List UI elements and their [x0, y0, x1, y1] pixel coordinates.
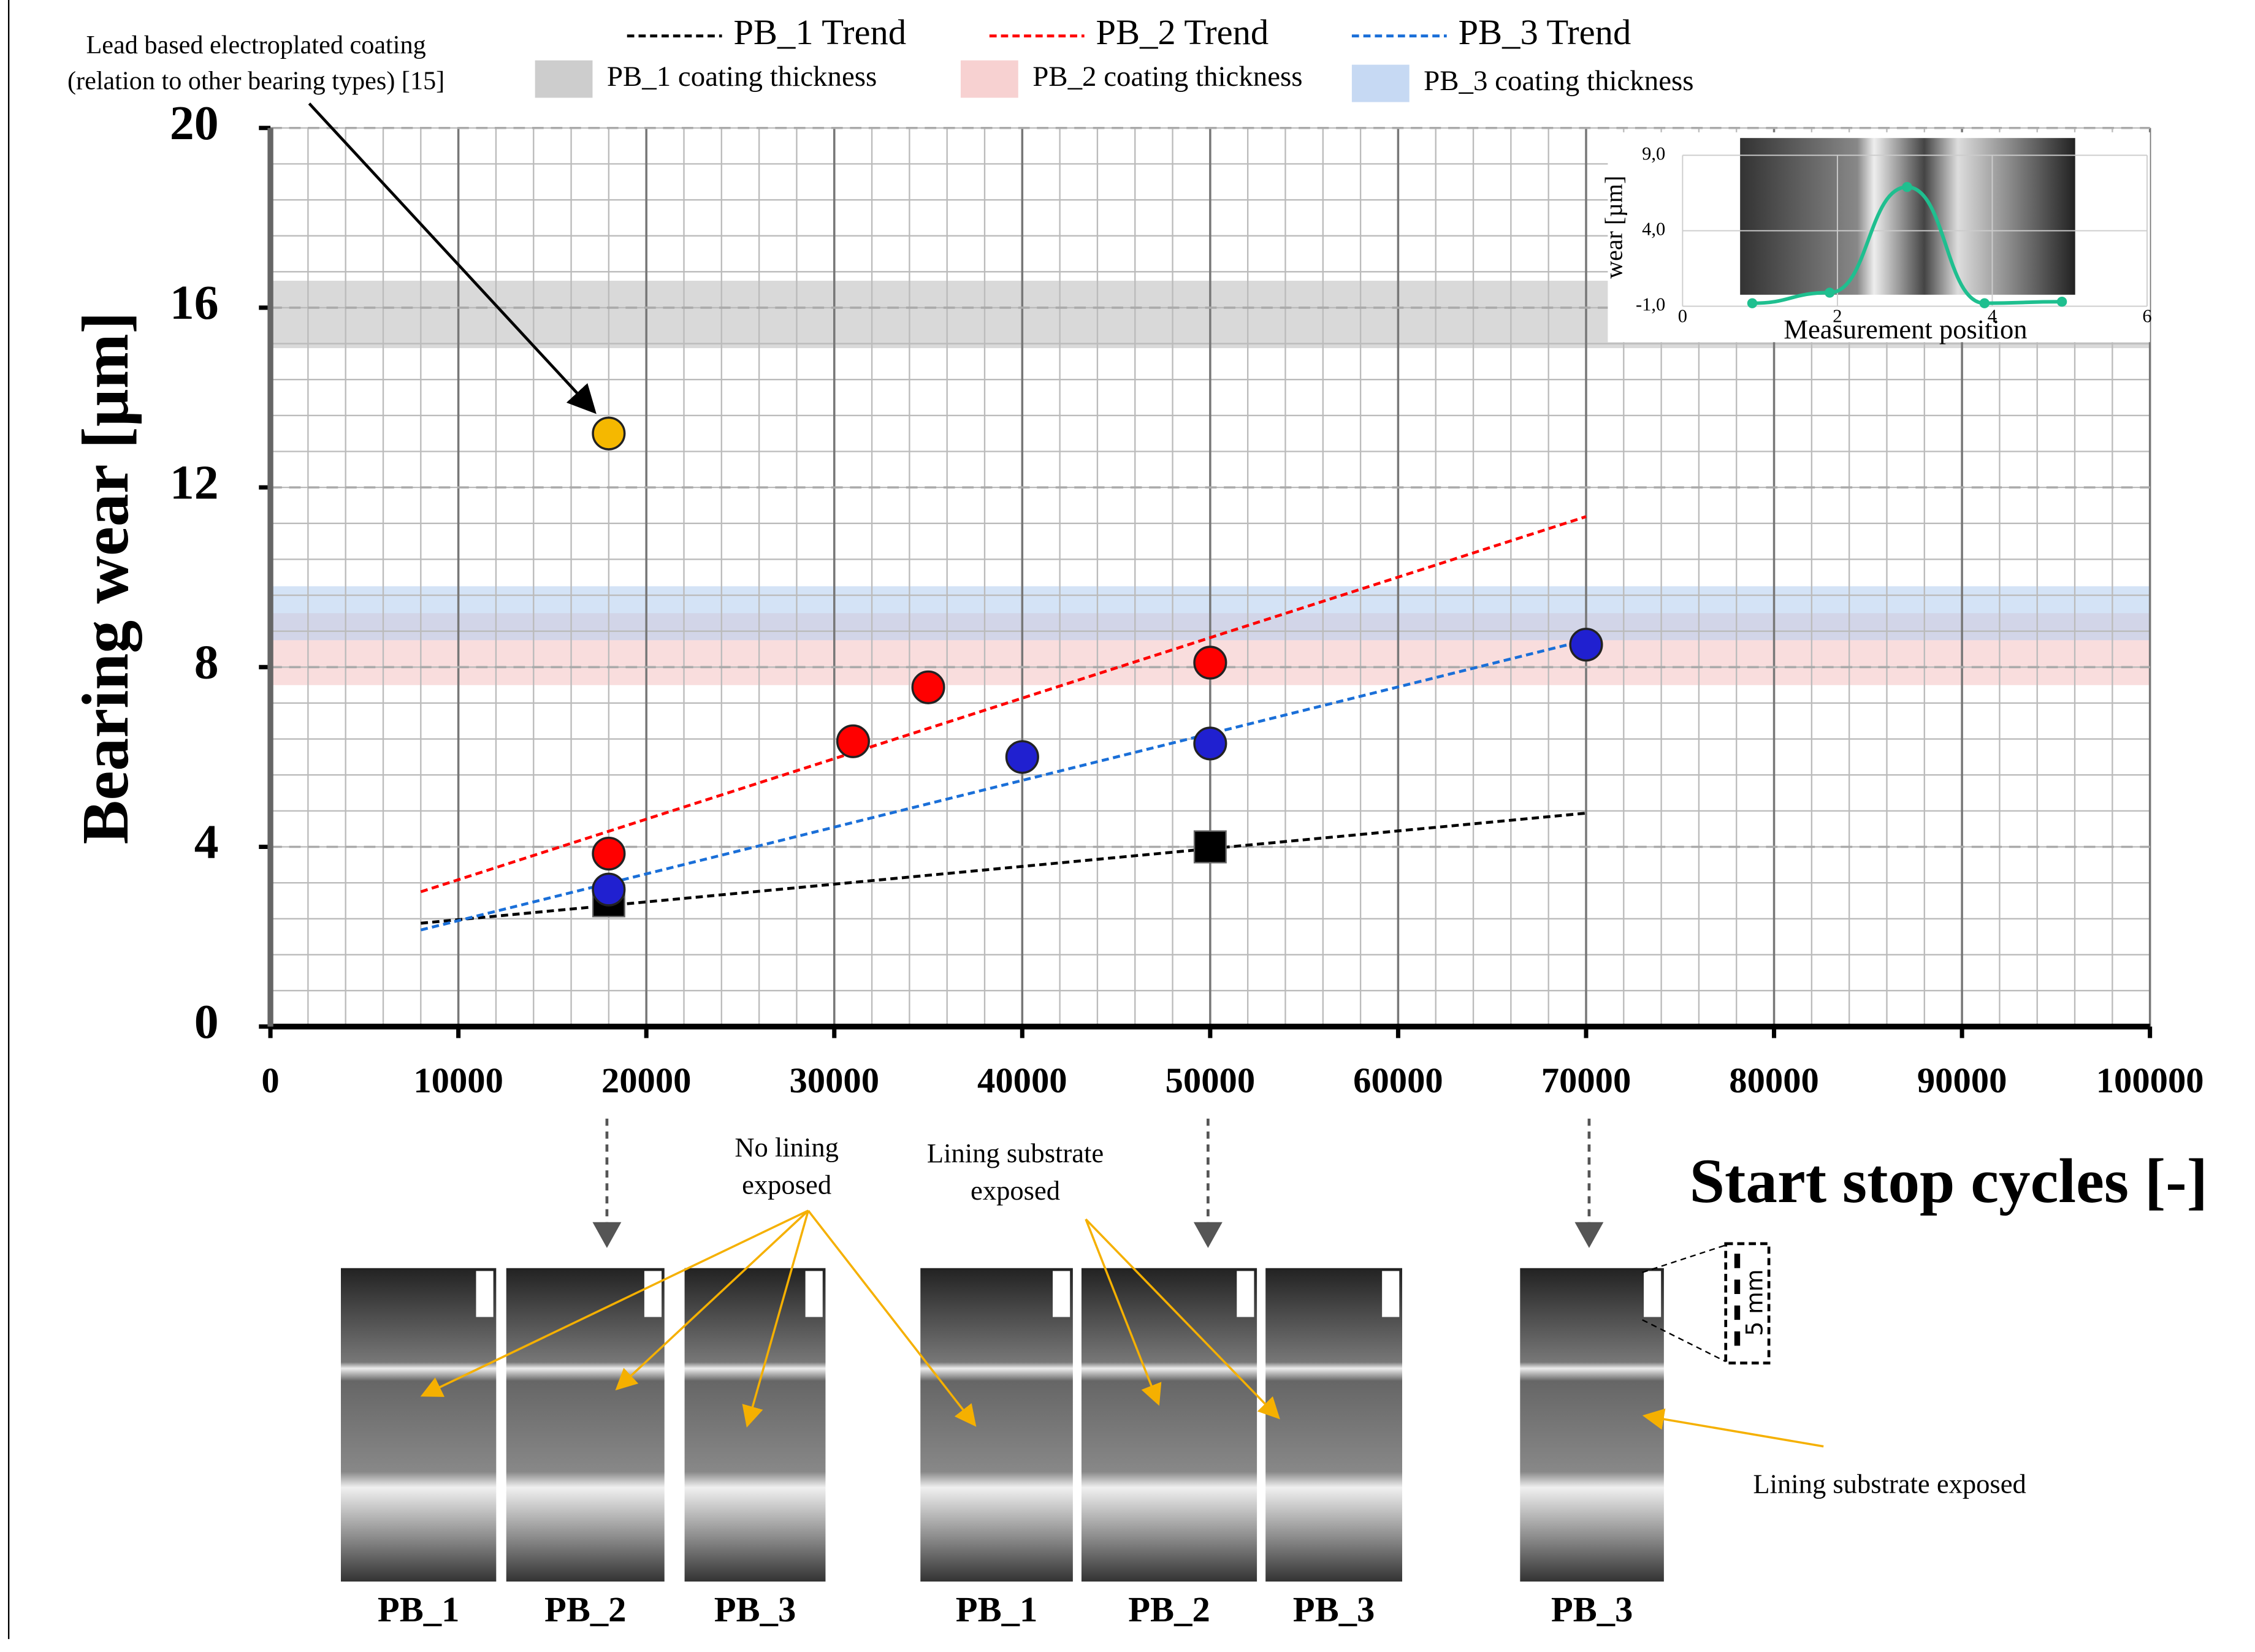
- photos: PB_1 PB_2 PB_3 PB_1 PB_2 PB_3 PB_3: [341, 1268, 1664, 1629]
- y-tick-label: 16: [170, 276, 219, 330]
- photo-scale-box: [476, 1271, 494, 1317]
- inset-x-tick-label: 0: [1678, 305, 1687, 326]
- photo: [920, 1268, 1073, 1582]
- legend-label: PB_3 coating thickness: [1424, 65, 1693, 97]
- pointer-arrows: [605, 1118, 1591, 1230]
- inset-point: [2056, 296, 2067, 307]
- x-axis-title: Start stop cycles [-]: [1690, 1146, 2208, 1216]
- x-tick-label: 90000: [1917, 1060, 2007, 1100]
- photo: [684, 1268, 826, 1582]
- legend-label: PB_1 coating thickness: [607, 61, 877, 93]
- y-tick-label: 12: [170, 455, 219, 509]
- annotation: (relation to other bearing types) [15]: [67, 67, 445, 96]
- data-point: [592, 836, 626, 871]
- photo: [1520, 1268, 1664, 1582]
- data-point: [1193, 726, 1227, 761]
- data-point: [1005, 740, 1039, 774]
- x-tick-label: 80000: [1729, 1060, 1819, 1100]
- photo-scale-box: [1237, 1271, 1254, 1317]
- x-tick-label: 0: [261, 1060, 279, 1100]
- photo-scale-box: [1644, 1271, 1662, 1317]
- pointer-heads: [592, 1222, 1604, 1248]
- photo-scale-box: [1382, 1271, 1400, 1317]
- trend-line: [420, 515, 1587, 894]
- y-tick-label: 4: [194, 815, 219, 869]
- annotation: Lining substrate: [927, 1138, 1104, 1168]
- y-tick-label: 0: [194, 995, 219, 1049]
- legend-label: PB_1 Trend: [733, 12, 906, 52]
- x-tick-label: 20000: [601, 1060, 692, 1100]
- annotation: exposed: [742, 1170, 831, 1200]
- legend-swatch: [535, 60, 593, 98]
- data-point: [1193, 645, 1227, 680]
- annotation: No lining: [734, 1132, 839, 1163]
- data-point: [911, 670, 945, 704]
- inset-point: [1747, 298, 1758, 308]
- inset-y-tick-label: 9,0: [1642, 143, 1665, 164]
- inset-y-title: wear [µm]: [1600, 176, 1628, 279]
- inset-y-tick-label: -1,0: [1636, 294, 1665, 315]
- data-point: [592, 872, 626, 907]
- main-plot: 0 10000 20000 30000 40000 50000 60000 70000 8000…: [69, 12, 2208, 1216]
- photo-label: PB_3: [1551, 1589, 1633, 1629]
- photo-scale-box: [805, 1271, 823, 1317]
- legend-label: PB_2 coating thickness: [1032, 61, 1302, 93]
- photo: [1265, 1268, 1402, 1582]
- inset-x-tick-label: 2: [1833, 305, 1842, 326]
- photo-label: PB_2: [544, 1589, 627, 1629]
- y-tick-label: 20: [170, 96, 219, 150]
- inset-y-tick-label: 4,0: [1642, 218, 1665, 239]
- y-axis-title: Bearing wear [µm]: [69, 311, 142, 844]
- inset-point: [1902, 181, 1912, 192]
- y-tick-label: 8: [194, 636, 219, 690]
- legend-swatch: [960, 60, 1018, 98]
- photo-label: PB_1: [378, 1589, 460, 1629]
- inset-x-tick-label: 4: [1988, 305, 1997, 326]
- x-tick-label: 60000: [1353, 1060, 1443, 1100]
- photo-scale-box: [1053, 1271, 1070, 1317]
- photo-label: PB_3: [1293, 1589, 1375, 1629]
- arrow: [308, 102, 597, 414]
- data-point: [1569, 628, 1603, 662]
- data-point: [1193, 830, 1227, 864]
- x-tick-label: 70000: [1541, 1060, 1631, 1100]
- photo: [1081, 1268, 1257, 1582]
- inset-x-title: Measurement position: [1784, 314, 2027, 344]
- photo: [341, 1268, 497, 1582]
- annotation: Lead based electroplated coating: [86, 31, 425, 59]
- photo-label: PB_1: [956, 1589, 1038, 1629]
- photo: [506, 1268, 665, 1582]
- x-tick-label: 30000: [789, 1060, 879, 1100]
- legend-label: PB_3 Trend: [1458, 12, 1631, 52]
- scale-bar: 5 mm: [1642, 1242, 1771, 1365]
- inset-x-tick-label: 6: [2142, 305, 2151, 326]
- legend-swatch: [1351, 64, 1410, 102]
- inset-point: [1825, 287, 1835, 298]
- photo-label: PB_2: [1128, 1589, 1210, 1629]
- annotation: Lining substrate exposed: [1753, 1468, 2026, 1499]
- legend-label: PB_2 Trend: [1096, 12, 1269, 52]
- photo-label: PB_3: [714, 1589, 796, 1629]
- inset-point: [1979, 298, 1990, 308]
- x-tick-label: 10000: [413, 1060, 503, 1100]
- inset-photo: [1740, 138, 2075, 295]
- annotation: exposed: [971, 1175, 1060, 1206]
- x-tick-label: 40000: [977, 1060, 1067, 1100]
- x-tick-label: 100000: [2096, 1060, 2204, 1100]
- annotation-arrows: [420, 1209, 1824, 1448]
- data-point: [836, 724, 870, 758]
- scale-label: 5 mm: [1741, 1269, 1768, 1336]
- data-point: [592, 416, 626, 451]
- x-tick-label: 50000: [1166, 1060, 1256, 1100]
- photo-scale-box: [644, 1271, 662, 1317]
